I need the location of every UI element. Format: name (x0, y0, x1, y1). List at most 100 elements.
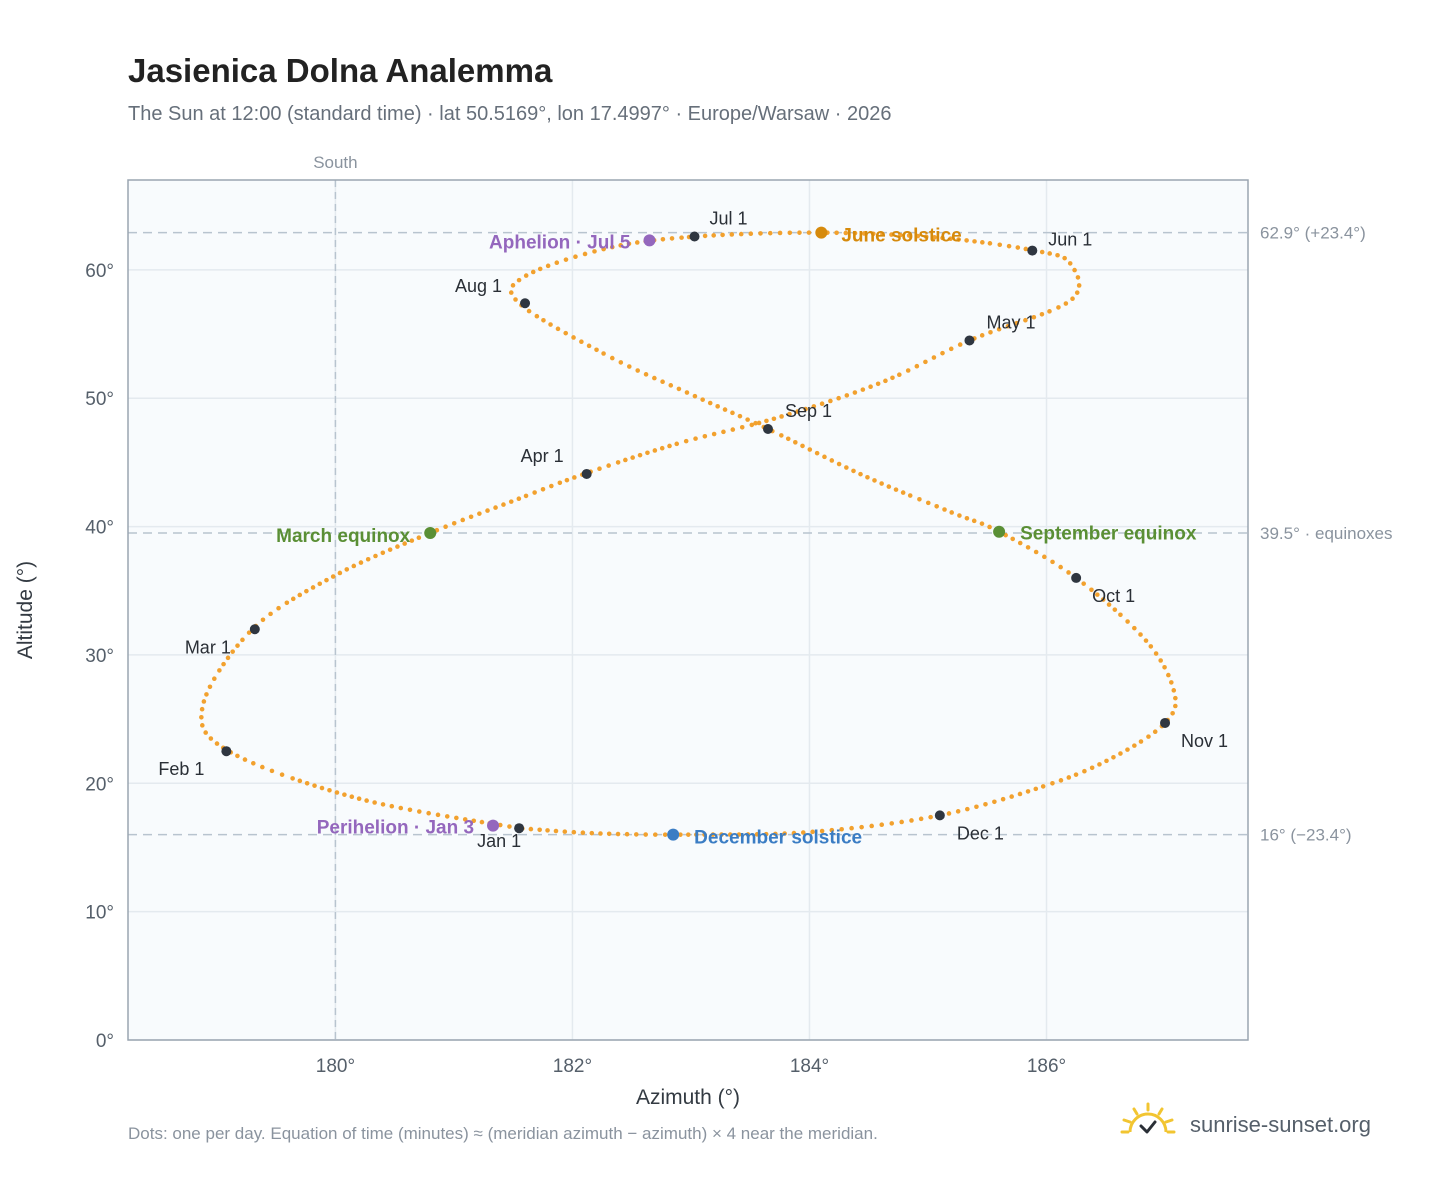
day-dot (598, 831, 603, 836)
day-dot (358, 560, 364, 565)
day-dot (653, 832, 658, 837)
day-dot (909, 818, 914, 823)
day-dot (1081, 581, 1086, 586)
day-dot (1153, 651, 1159, 656)
reference-line-label: 62.9° (+23.4°) (1260, 224, 1366, 243)
day-dot (883, 378, 888, 384)
day-dot (516, 277, 522, 283)
day-dot (972, 239, 977, 244)
month-dot (221, 746, 232, 757)
day-dot (507, 824, 512, 829)
day-dot (349, 794, 355, 800)
day-dot (1047, 251, 1053, 256)
analemma-curve (199, 230, 1178, 837)
day-dot (633, 832, 639, 837)
day-dot (1058, 778, 1064, 783)
day-dot (795, 409, 800, 414)
event-dot (487, 819, 500, 832)
day-dot (204, 692, 209, 697)
day-dot (279, 772, 285, 777)
day-dot (1158, 658, 1163, 663)
day-dot (693, 436, 698, 441)
day-dot (1066, 775, 1072, 780)
month-dot (1027, 245, 1038, 256)
day-dot (468, 514, 474, 520)
day-dot (334, 790, 340, 795)
day-dot (1050, 780, 1055, 786)
day-dot (582, 251, 588, 257)
day-dot (337, 570, 343, 576)
day-dot (601, 246, 606, 252)
day-dot (1076, 283, 1082, 288)
day-dot (810, 829, 815, 835)
day-dot (879, 822, 885, 828)
day-dot (763, 831, 769, 837)
day-dot (971, 518, 977, 524)
month-dot (1071, 572, 1082, 583)
day-dot (800, 443, 805, 449)
day-dot (957, 342, 963, 347)
day-dot (822, 454, 827, 460)
day-dot (700, 397, 705, 402)
day-dot (722, 407, 728, 412)
day-dot (407, 807, 413, 813)
day-dot (851, 468, 856, 474)
day-dot (797, 230, 802, 235)
event-dot (643, 234, 656, 247)
day-dot (443, 524, 448, 529)
day-dot (785, 436, 791, 442)
day-dot (217, 668, 222, 673)
day-dot (530, 269, 536, 275)
day-dot (676, 386, 682, 392)
day-dot (435, 812, 441, 818)
day-dot (554, 260, 560, 266)
day-dot (652, 448, 658, 453)
day-dot (1033, 786, 1039, 792)
plot-area (128, 180, 1248, 1040)
month-label: May 1 (986, 312, 1035, 332)
day-dot (1025, 545, 1031, 550)
day-dot (727, 832, 733, 837)
day-dot (667, 443, 672, 449)
day-dot (1162, 664, 1167, 670)
day-dot (545, 828, 550, 833)
day-dot (787, 411, 792, 417)
day-dot (715, 404, 720, 409)
y-tick-label: 50° (85, 389, 114, 410)
day-dot (1062, 255, 1067, 261)
day-dot (659, 445, 665, 451)
day-dot (380, 550, 386, 556)
day-dot (988, 329, 993, 335)
day-dot (645, 450, 650, 456)
day-dot (416, 809, 422, 814)
day-dot (1152, 729, 1158, 734)
day-dot (594, 347, 599, 353)
day-dot (548, 322, 553, 327)
day-dot (508, 290, 514, 295)
day-dot (692, 393, 698, 399)
day-dot (787, 230, 793, 236)
day-dot (1125, 747, 1130, 752)
day-dot (865, 475, 870, 480)
chart-subtitle: The Sun at 12:00 (standard time) · lat 5… (128, 103, 892, 125)
event-dot (424, 526, 437, 539)
event-dot (815, 226, 828, 239)
day-dot (1040, 784, 1046, 789)
day-dot (1173, 703, 1178, 709)
day-dot (996, 326, 1002, 332)
day-dot (589, 830, 595, 836)
day-dot (753, 420, 758, 426)
day-dot (771, 416, 777, 422)
day-dot (860, 387, 866, 392)
day-dot (852, 390, 858, 395)
day-dot (508, 499, 514, 504)
day-dot (402, 541, 407, 546)
event-label: Perihelion · Jan 3 (317, 818, 474, 839)
day-dot (738, 231, 744, 237)
day-dot (395, 544, 400, 549)
day-dot (637, 452, 643, 458)
day-dot (606, 831, 612, 837)
brand-logo[interactable]: sunrise-sunset.org (1120, 1100, 1390, 1150)
day-dot (946, 811, 952, 816)
day-dot (940, 235, 945, 241)
